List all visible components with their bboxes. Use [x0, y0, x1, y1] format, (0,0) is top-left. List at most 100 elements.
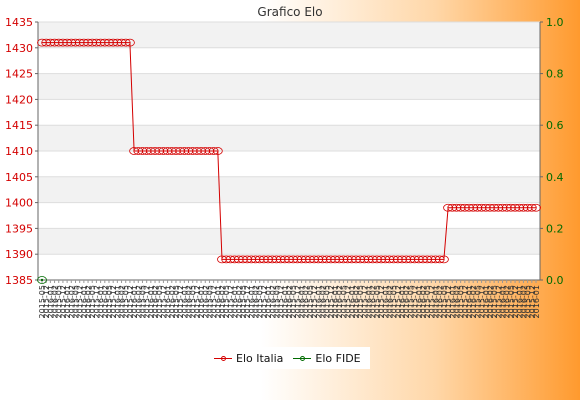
x-tick-label: 2016-02 [168, 285, 177, 318]
x-tick-label: 2015-05 [55, 285, 64, 318]
data-point-elo-italia [321, 255, 332, 264]
x-tick-label: 2016-02 [419, 285, 428, 318]
x-tick-label: 2015-12 [377, 285, 386, 318]
x-tick-label: 2016-01 [415, 285, 424, 318]
data-point-elo-italia [313, 255, 324, 264]
data-point-elo-italia [145, 147, 156, 155]
data-point-elo-italia [162, 147, 173, 155]
x-tick-label: 2015-12 [444, 285, 453, 318]
data-point-elo-italia [522, 203, 533, 212]
data-point-elo-italia [292, 255, 303, 264]
data-point-elo-italia [49, 38, 60, 47]
data-point-elo-italia [472, 203, 483, 212]
x-tick-label: 2015-12 [109, 285, 118, 318]
data-point-elo-italia [91, 38, 102, 47]
data-point-elo-italia [246, 255, 257, 264]
x-tick-label: 2016-01 [348, 285, 357, 318]
x-tick-label: 2016-02 [369, 285, 378, 318]
x-tick-label: 2016-02 [285, 285, 294, 318]
series-elo-italia [37, 38, 541, 264]
data-point-elo-italia [489, 203, 500, 212]
data-point-elo-italia [133, 147, 144, 155]
x-tick-label: 2016-01 [214, 285, 223, 318]
left-tick-label: 1435 [5, 16, 33, 29]
x-tick-label: 2015-05 [507, 285, 516, 318]
x-tick-label: 2016-01 [432, 285, 441, 318]
data-point-elo-italia [279, 255, 290, 264]
x-tick-label: 2015-12 [327, 285, 336, 318]
data-point-elo-italia [217, 255, 227, 264]
right-tick-label: 0.6 [546, 119, 564, 132]
x-tick-label: 2015-05 [88, 285, 97, 318]
legend-item-elo-fide[interactable]: Elo FIDE [293, 351, 361, 365]
data-point-elo-italia [196, 147, 206, 155]
data-point-elo-italia [70, 38, 81, 47]
data-point-elo-italia [242, 255, 253, 264]
data-point-elo-italia [120, 38, 131, 47]
data-point-elo-italia [200, 147, 211, 155]
data-point-elo-italia [359, 255, 370, 264]
x-tick-label: 2015-05 [473, 285, 482, 318]
data-point-elo-italia [367, 255, 378, 264]
data-point-elo-italia [171, 147, 181, 155]
x-tick-label: 2016-02 [385, 285, 394, 318]
data-point-elo-italia [451, 203, 462, 212]
x-tick-label: 2016-01 [532, 285, 541, 318]
x-tick-label: 2016-01 [247, 285, 256, 318]
data-point-elo-italia [531, 203, 541, 212]
x-tick-label: 2015-05 [457, 285, 466, 318]
x-tick-label: 2015-05 [490, 285, 499, 318]
x-tick-label: 2016-01 [97, 285, 106, 318]
x-tick-label: 2015-12 [59, 285, 68, 318]
data-point-elo-italia [430, 255, 441, 264]
legend-label-elo-italia: Elo Italia [236, 351, 284, 365]
data-point-elo-italia [187, 147, 198, 155]
data-point-elo-italia [225, 255, 236, 264]
legend-item-elo-italia[interactable]: Elo Italia [214, 352, 283, 365]
data-point-elo-italia [41, 38, 52, 47]
data-point-elo-italia [129, 147, 140, 155]
x-tick-label: 2016-02 [335, 285, 344, 318]
x-tick-label: 2016-02 [402, 285, 411, 318]
right-tick-label: 0.0 [546, 274, 564, 287]
data-point-elo-italia [212, 147, 223, 155]
legend-label-elo-fide: Elo FIDE [315, 351, 361, 365]
x-tick-label: 2015-05 [306, 285, 315, 318]
x-tick-label: 2016-01 [80, 285, 89, 318]
x-tick-label: 2016-01 [398, 285, 407, 318]
left-tick-label: 1405 [5, 171, 33, 184]
data-point-elo-italia [397, 255, 407, 264]
x-tick-label: 2015-12 [310, 285, 319, 318]
x-tick-label: 2016-02 [436, 285, 445, 318]
data-point-elo-italia [480, 203, 491, 212]
data-point-elo-italia [372, 255, 382, 264]
x-tick-label: 2016-02 [151, 285, 160, 318]
data-point-elo-italia [158, 147, 169, 155]
data-point-elo-italia [434, 255, 445, 264]
left-tick-label: 1390 [5, 248, 33, 261]
data-point-elo-italia [45, 38, 56, 47]
data-point-marker-elo-fide [40, 278, 44, 282]
data-point-elo-italia [380, 255, 391, 264]
x-tick-label: 2016-02 [67, 285, 76, 318]
x-tick-label: 2016-01 [231, 285, 240, 318]
data-point-elo-italia [485, 203, 495, 212]
x-tick-label: 2015-12 [159, 285, 168, 318]
x-tick-label: 2015-05 [524, 285, 533, 318]
data-point-elo-italia [476, 203, 487, 212]
data-point-elo-italia [166, 147, 177, 155]
x-tick-label: 2016-02 [84, 285, 93, 318]
x-tick-label: 2016-01 [63, 285, 72, 318]
x-tick-label: 2015-12 [126, 285, 135, 318]
data-point-elo-italia [422, 255, 433, 264]
data-point-elo-italia [405, 255, 416, 264]
x-tick-label: 2016-02 [318, 285, 327, 318]
data-point-elo-italia [438, 255, 449, 264]
data-point-elo-italia [191, 147, 202, 155]
data-point-elo-italia [330, 255, 340, 264]
data-point-elo-italia [183, 147, 194, 155]
x-tick-label: 2016-01 [448, 285, 457, 318]
data-point-elo-italia [204, 147, 215, 155]
data-point-elo-italia [271, 255, 282, 264]
x-tick-label: 2015-12 [92, 285, 101, 318]
